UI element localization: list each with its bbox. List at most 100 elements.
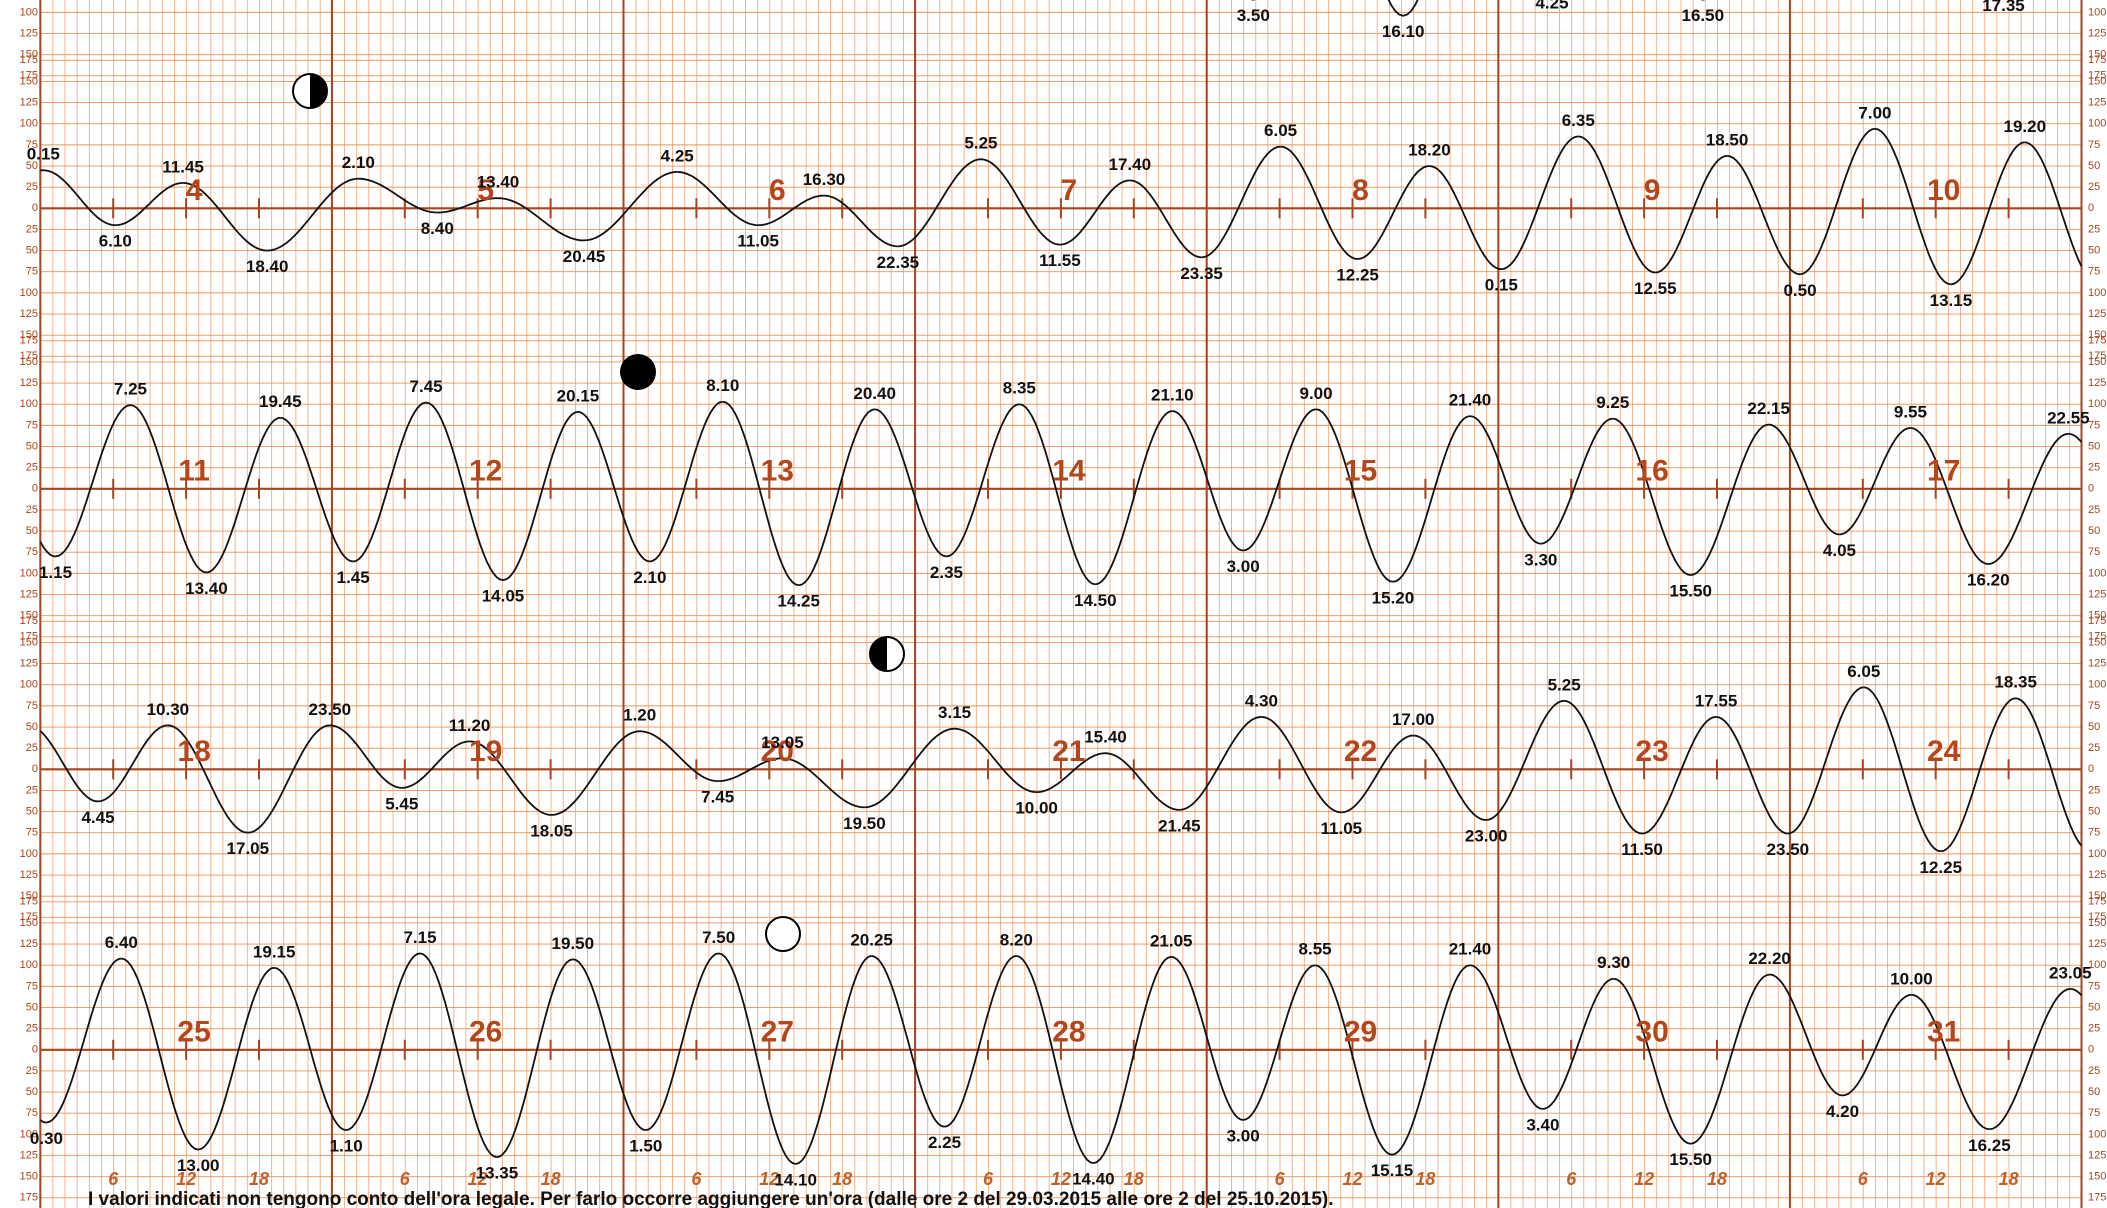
tide-curve: [1357, 165, 1430, 260]
tide-curve: [1095, 410, 1173, 586]
y-tick-label: 25: [2088, 1023, 2100, 1035]
tide-curve: [1170, 955, 1244, 1121]
y-tick-label: 125: [20, 308, 38, 320]
y-tick-label: 150: [2088, 75, 2106, 87]
tide-curve: [1242, 964, 1316, 1121]
moon-full: [765, 916, 801, 952]
tide-curve: [1179, 716, 1262, 811]
extreme-time-label: 17.05: [227, 839, 270, 858]
extreme-time-label: 15.40: [1084, 728, 1127, 747]
day-number: 6: [769, 174, 786, 207]
y-tick-label: 175: [20, 615, 38, 627]
extreme-time-label: 2.25: [928, 1133, 961, 1152]
tide-curve: [469, 740, 552, 816]
chart-layer: 1751751501501251251001007575505025250025…: [20, 0, 2106, 1208]
day-number: 25: [177, 1016, 210, 1049]
hour-label: 12: [1926, 1169, 1946, 1189]
tide-curve: [1988, 432, 2069, 565]
hour-label: 12: [176, 1169, 196, 1189]
extreme-time-label: 12.25: [1336, 266, 1379, 285]
tide-curve: [954, 727, 1037, 793]
extreme-time-label: 5.25: [964, 134, 997, 153]
tide-curve: [1940, 697, 2016, 853]
extreme-time-label: 13.40: [477, 173, 520, 192]
extreme-time-label: 22.20: [1748, 949, 1791, 968]
tide-curve: [1542, 977, 1614, 1110]
tide-curve: [897, 158, 982, 248]
y-tick-label: 150: [2088, 917, 2106, 929]
y-tick-label: 100: [20, 848, 38, 860]
extreme-time-label: 17.40: [1109, 155, 1152, 174]
extreme-time-label: 1.20: [623, 706, 656, 725]
extreme-time-label: 3.15: [938, 703, 971, 722]
tide-curve: [1787, 686, 1864, 835]
tide-curve: [247, 724, 330, 834]
y-tick-label: 25: [2088, 223, 2100, 235]
hour-label: 6: [1275, 1169, 1286, 1189]
y-tick-label: 25: [26, 784, 38, 796]
tide-curve: [2024, 141, 2083, 267]
y-tick-label: 50: [26, 244, 38, 256]
y-tick-label: 75: [26, 1107, 38, 1119]
y-tick-label: 175: [2088, 911, 2106, 923]
extreme-time-label: 11.05: [737, 232, 779, 251]
y-tick-label: 125: [2088, 377, 2106, 389]
tide-curve: [401, 740, 470, 789]
extreme-time-label: 4.05: [1823, 541, 1856, 560]
y-tick-label: 125: [2088, 657, 2106, 669]
day-number: 17: [1927, 455, 1960, 488]
extreme-time-label: 9.25: [1596, 393, 1629, 412]
hour-label: 6: [400, 1169, 411, 1189]
extreme-time-label: 3.00: [1227, 1126, 1260, 1145]
tide-curve: [1059, 179, 1130, 246]
hour-label: 6: [1858, 1169, 1869, 1189]
day-number: 22: [1344, 735, 1377, 768]
y-tick-label: 125: [20, 27, 38, 39]
day-number: 11: [178, 455, 210, 488]
tide-curve: [358, 177, 438, 214]
hour-label: 6: [1566, 1169, 1577, 1189]
hour-label: 18: [541, 1169, 561, 1189]
y-tick-label: 0: [2088, 763, 2094, 775]
extreme-time-label: 0.15: [27, 145, 60, 164]
y-tick-label: 0: [2088, 483, 2094, 495]
extreme-time-label: 2.35: [930, 563, 963, 582]
extreme-time-label: 5.25: [1548, 675, 1581, 694]
extreme-time-label: 13.40: [185, 579, 228, 598]
y-tick-label: 125: [2088, 27, 2106, 39]
extreme-time-label: 1.45: [337, 568, 370, 587]
day-number: 28: [1052, 1016, 1085, 1049]
extreme-time-label: 10.00: [1890, 969, 1933, 988]
extreme-time-label: 12.55: [1634, 279, 1677, 298]
tide-curve: [329, 724, 402, 789]
extreme-time-label: 6.35: [1562, 111, 1595, 130]
tide-curve: [1105, 752, 1180, 811]
y-tick-label: 75: [26, 827, 38, 839]
tide-curve: [198, 966, 275, 1151]
y-tick-label: 50: [2088, 440, 2100, 452]
y-tick-label: 50: [26, 160, 38, 172]
tide-curve: [1950, 141, 2025, 286]
y-tick-label: 25: [2088, 742, 2100, 754]
y-tick-label: 25: [26, 504, 38, 516]
tide-curve: [871, 955, 945, 1128]
extreme-time-label: 1.10: [330, 1137, 363, 1156]
tide-curve: [1578, 135, 1656, 274]
extreme-time-label: 23.05: [2049, 963, 2092, 982]
y-tick-label: 50: [26, 1001, 38, 1013]
y-tick-label: 100: [2088, 959, 2106, 971]
extreme-time-label: 0.50: [1783, 281, 1816, 300]
extreme-time-label: 14.25: [777, 592, 820, 611]
hour-label: 12: [759, 1169, 779, 1189]
tide-curve: [167, 724, 248, 834]
y-tick-label: 150: [2088, 1171, 2106, 1183]
y-tick-label: 75: [2088, 1107, 2100, 1119]
tide-curve: [1863, 686, 1941, 853]
y-tick-label: 25: [26, 223, 38, 235]
extreme-time-label: 17.35: [1982, 0, 2025, 15]
y-tick-label: 75: [2088, 827, 2100, 839]
tide-curve: [1019, 403, 1096, 586]
tide-curve: [946, 403, 1020, 558]
extreme-time-label: 21.05: [1150, 931, 1193, 950]
tide-curve: [419, 952, 498, 1159]
